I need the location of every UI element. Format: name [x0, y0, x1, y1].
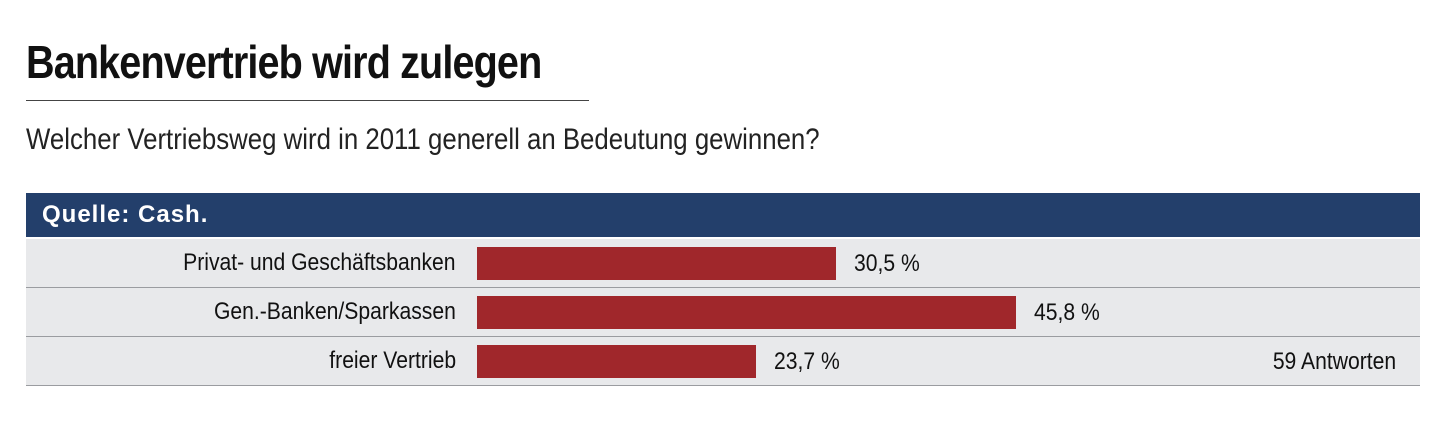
bar — [477, 345, 756, 378]
value-label: 30,5 % — [853, 250, 920, 277]
bar — [477, 247, 836, 280]
title-underline — [26, 100, 589, 101]
bar-row: Privat- und Geschäftsbanken 30,5 % — [26, 239, 1420, 288]
category-label: freier Vertrieb — [329, 347, 456, 374]
value-label: 45,8 % — [1034, 299, 1100, 326]
source-header-bar: Quelle: Cash. — [26, 193, 1420, 237]
category-label: Gen.-Banken/Sparkassen — [214, 298, 456, 325]
bar-row: freier Vertrieb 23,7 % 59 Antworten — [26, 337, 1420, 386]
bar-row: Gen.-Banken/Sparkassen 45,8 % — [26, 288, 1420, 337]
bar — [477, 296, 1017, 329]
source-label: Quelle: Cash. — [42, 201, 209, 228]
value-label: 23,7 % — [773, 348, 840, 375]
category-label: Privat- und Geschäftsbanken — [183, 249, 456, 276]
response-count-note: 59 Antworten — [1272, 348, 1396, 375]
chart-subtitle: Welcher Vertriebsweg wird in 2011 genere… — [26, 123, 820, 156]
chart-title: Bankenvertrieb wird zulegen — [26, 36, 542, 88]
